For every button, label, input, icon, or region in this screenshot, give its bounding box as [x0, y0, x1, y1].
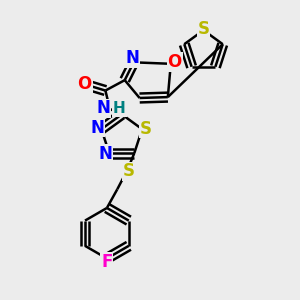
Text: N: N	[96, 99, 110, 117]
Text: N: N	[98, 145, 112, 163]
Text: S: S	[140, 119, 152, 137]
Text: H: H	[113, 101, 126, 116]
Text: S: S	[197, 20, 209, 38]
Text: F: F	[101, 253, 112, 271]
Text: O: O	[77, 75, 92, 93]
Text: N: N	[91, 118, 104, 136]
Text: N: N	[125, 50, 139, 68]
Text: O: O	[167, 53, 182, 71]
Text: S: S	[123, 162, 135, 180]
